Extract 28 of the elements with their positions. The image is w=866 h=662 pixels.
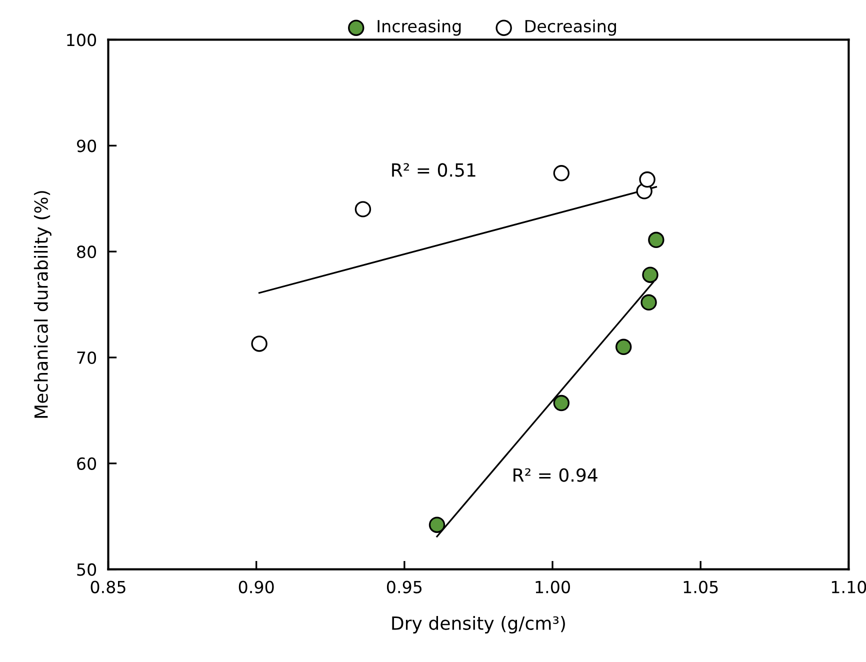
point [639,171,656,188]
x-tick-label: 0.90 [238,580,274,594]
point [354,201,372,218]
y-tick-label: 70 [77,351,96,364]
x-tick-label: 0.85 [90,580,126,594]
point [553,165,570,182]
y-tick-label: 50 [77,563,96,576]
legend-label: Increasing [378,20,461,36]
y-tick-label: 60 [77,457,96,470]
point [251,336,268,352]
y-tick-label: 80 [77,246,96,258]
x-tick-label: 1.10 [832,580,866,594]
x-axis-title: Dry density (g/cm³) [392,616,565,634]
point [648,232,664,248]
annotation: R² = 0.51 [392,163,476,177]
x-tick-label: 0.95 [386,580,422,594]
legend-label: Decreasing [525,20,616,36]
point [640,294,657,311]
y-tick-label: 100 [67,34,96,46]
point [615,338,632,356]
annotation: R² = 0.94 [514,468,598,482]
y-axis-title: Mechanical durability (%) [34,191,52,418]
point [642,266,658,283]
x-tick-label: 1.05 [684,580,718,594]
point [553,394,570,412]
y-tick-label: 90 [76,140,96,152]
point [428,516,446,533]
x-tick-label: 1.00 [536,580,570,594]
